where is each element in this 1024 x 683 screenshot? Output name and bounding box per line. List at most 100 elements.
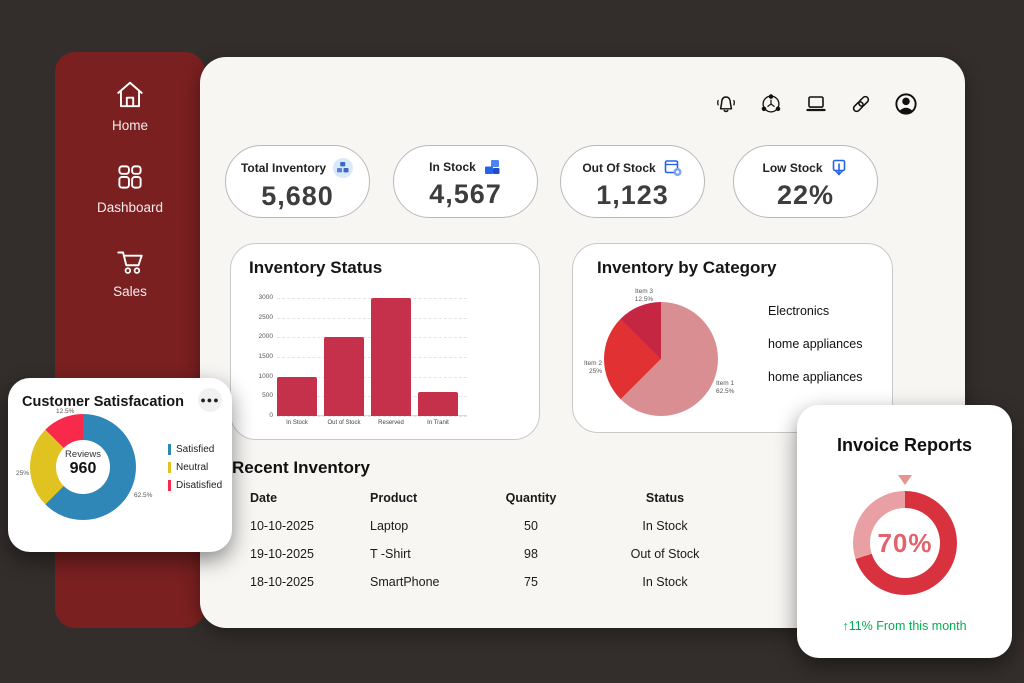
inventory-by-category-card: Inventory by Category Item 1 62.5% Item 2… [572,243,893,433]
col-header-quantity: Quantity [505,491,557,505]
bar-Out of Stock [324,337,364,416]
category-pie-chart [604,302,718,416]
cell-quantity: 50 [524,519,538,533]
inventory-status-card: Inventory Status 0 500 1000 1500 2000 2500 300… [230,243,540,440]
network-icon[interactable] [757,90,785,118]
up-arrow-icon: ↑ [842,619,849,633]
inventory-status-plot: 0 500 1000 1500 2000 2500 3000 In Stock Out of S… [259,294,467,426]
cell-status: Out of Stock [630,547,700,561]
cell-product: SmartPhone [370,575,440,589]
col-header-product: Product [370,491,418,505]
customer-satisfaction-card: Customer Satisfacation ●●● Reviews 960 6… [8,378,232,552]
legend-item-disatisfied: Disatisfied [168,480,222,491]
pie-slice-label: Item 3 12.5% [634,288,654,304]
invoice-gauge-value: 70% [870,508,940,578]
bar-ytick: 1000 [258,372,273,380]
stat-value: 1,123 [596,180,669,210]
cell-product: T -Shirt [370,547,411,561]
invoice-reports-title: Invoice Reports [836,435,973,455]
cell-date: 10-10-2025 [250,519,314,533]
bar-Reserved [371,298,411,416]
stat-value: 22% [776,180,835,210]
donut-center: Reviews 960 [56,440,110,494]
sidebar-item-home[interactable]: Home [55,78,205,133]
cell-status: In Stock [642,575,688,589]
legend-item: home appliances [768,337,863,351]
bar-In Stock [277,376,317,416]
gauge-marker-icon [898,475,912,485]
satisfaction-donut-wrap: Reviews 960 62.5% 25% 12.5% [16,408,152,520]
cell-quantity: 75 [524,575,538,589]
bell-icon[interactable] [712,90,740,118]
stat-card-total-inventory: Total Inventory 5,680 [225,145,370,218]
legend-item: home appliances [768,370,863,384]
box-arrow-icon [832,159,845,176]
donut-slice-label: 62.5% [134,492,153,499]
bar-In Tranit [418,392,458,416]
legend-chip [168,480,171,491]
bar-ytick: 0 [269,412,273,419]
bar-gridline [277,416,467,417]
invoice-delta-text: 11% From this month [848,619,967,633]
avatar-icon[interactable] [892,90,920,118]
recent-inventory-table: Date Product Quantity Status 10-10-2025 … [250,491,750,589]
sidebar-item-dashboard[interactable]: Dashboard [55,160,205,215]
cell-date: 18-10-2025 [250,575,314,589]
bar-ytick: 1500 [258,353,273,360]
pie-slice-label: Item 1 62.5% [716,380,735,396]
cell-status: In Stock [642,519,688,533]
stat-value: 5,680 [261,181,334,211]
legend-item-neutral: Neutral [168,462,222,473]
stat-card-in-stock: In Stock 4,567 [393,145,538,218]
sidebar-item-label: Dashboard [96,200,164,215]
bar-xlabel: In Stock [286,420,308,426]
recent-inventory-title: Recent Inventory [232,458,370,477]
bar-ytick: 500 [262,392,273,400]
bar-ytick: 2000 [258,333,273,341]
col-header-date: Date [250,491,278,505]
box-gear-icon [664,160,682,176]
inventory-by-category-title: Inventory by Category [597,258,777,277]
stat-value: 4,567 [429,179,502,209]
sidebar-item-label: Home [111,118,148,133]
bar-xlabel: Out of Stock [327,420,361,426]
reviews-label: Reviews [65,449,101,460]
bar-ytick: 3000 [258,294,273,301]
reviews-value: 960 [69,460,97,477]
stat-label: Low Stock [762,160,823,175]
header-icons [712,90,920,118]
stat-card-out-of-stock: Out Of Stock 1,123 [560,145,705,218]
cell-date: 19-10-2025 [250,547,314,561]
invoice-gauge-wrap: 70% [853,491,957,595]
link-icon[interactable] [847,90,875,118]
bar-xlabel: Reserved [378,420,404,426]
invoice-delta: ↑11% From this month [797,619,1012,633]
inventory-status-title: Inventory Status [249,258,383,277]
sidebar-item-sales[interactable]: Sales [55,244,205,299]
home-icon [117,81,143,108]
donut-slice-label: 25% [16,470,30,477]
sidebar-item-label: Sales [113,284,147,299]
cart-icon [117,251,143,274]
inventory-boxes-icon [333,158,354,178]
invoice-reports-card: Invoice Reports 70% ↑11% From this month [797,405,1012,658]
category-pie-wrap: Item 1 62.5% Item 2 25% Item 3 12.5% [584,288,734,416]
legend-item-satisfied: Satisfied [168,444,222,455]
col-header-status: Status [645,491,685,505]
stat-label: In Stock [429,160,476,174]
laptop-icon[interactable] [802,90,830,118]
customer-satisfaction-title: Customer Satisfacation [22,394,184,410]
legend-chip [168,444,171,455]
cell-quantity: 98 [524,547,538,561]
pie-slice-label: Item 2 25% [583,360,602,376]
stat-label: Total Inventory [240,161,327,175]
legend-chip [168,462,171,473]
dashboard-icon [118,165,142,189]
category-legend: Electronics home appliances home applian… [768,304,863,403]
satisfaction-legend: Satisfied Neutral Disatisfied [168,444,222,498]
bar-xlabel: In Tranit [427,420,449,426]
legend-item: Electronics [768,304,830,318]
more-options-button[interactable]: ●●● [198,388,222,412]
stat-card-low-stock: Low Stock 22% [733,145,878,218]
